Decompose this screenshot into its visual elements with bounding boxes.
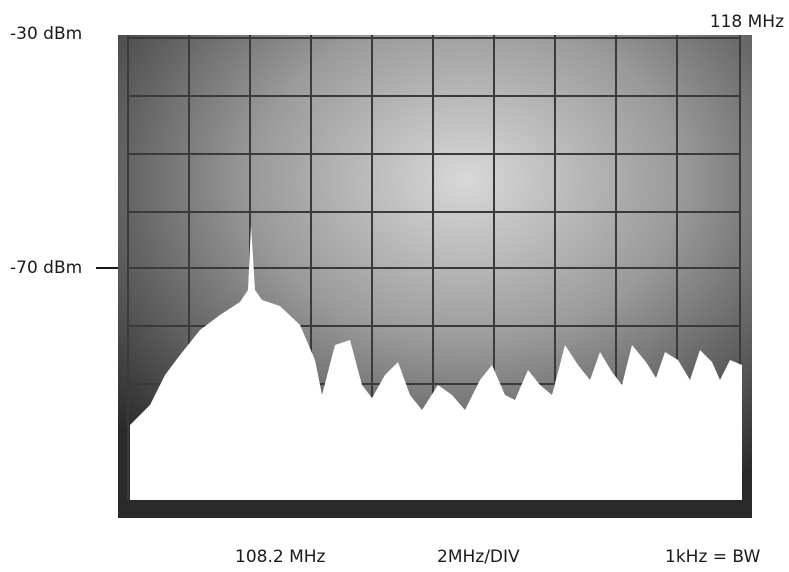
level-label: -70 dBm — [10, 258, 82, 278]
frequency-label: 118 MHz — [710, 12, 784, 32]
span-label: 2MHz/DIV — [437, 547, 520, 567]
spectrum-trace — [130, 225, 742, 500]
screen-bottom — [118, 500, 752, 518]
level-label: -30 dBm — [10, 24, 82, 44]
frequency-label: 108.2 MHz — [235, 547, 326, 567]
bandwidth-label: 1kHz = BW — [665, 547, 760, 567]
